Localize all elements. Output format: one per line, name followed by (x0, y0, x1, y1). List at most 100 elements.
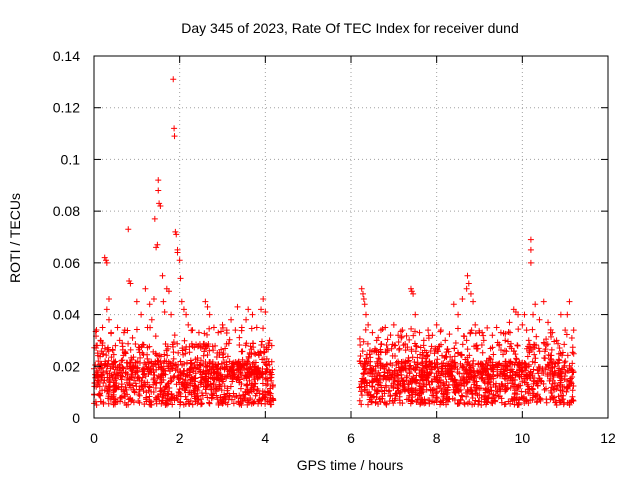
data-point (442, 362, 449, 369)
data-point (461, 333, 468, 340)
data-point (358, 401, 365, 408)
data-point (441, 382, 448, 389)
data-point (360, 370, 367, 377)
data-point (377, 346, 384, 353)
data-point (136, 386, 143, 393)
data-point (126, 375, 133, 382)
data-point (527, 246, 534, 253)
data-point (381, 387, 388, 394)
data-point (240, 393, 247, 400)
data-point (146, 301, 153, 308)
data-point (111, 399, 118, 406)
data-point (541, 348, 548, 355)
data-point (238, 380, 245, 387)
data-point (470, 375, 477, 382)
data-point (427, 348, 434, 355)
data-point (527, 259, 534, 266)
data-point (408, 325, 415, 332)
data-point (384, 370, 391, 377)
data-point (479, 349, 486, 356)
data-point (557, 382, 564, 389)
data-point (108, 372, 115, 379)
data-point (470, 298, 477, 305)
data-point (253, 324, 260, 331)
data-point (98, 348, 105, 355)
data-point (494, 361, 501, 368)
data-point (227, 383, 234, 390)
data-point (530, 394, 537, 401)
data-point (125, 226, 132, 233)
data-point (369, 329, 376, 336)
data-point (448, 375, 455, 382)
data-point (154, 241, 161, 248)
data-point (391, 368, 398, 375)
x-tick-label: 2 (176, 430, 184, 446)
data-point (562, 327, 569, 334)
data-point (177, 393, 184, 400)
data-point (556, 397, 563, 404)
data-point (514, 391, 521, 398)
data-point (170, 76, 177, 83)
data-point (362, 326, 369, 333)
data-point (237, 385, 244, 392)
data-point (503, 348, 510, 355)
data-point (146, 401, 153, 408)
data-point (159, 272, 166, 279)
data-point (568, 366, 575, 373)
data-point (464, 379, 471, 386)
data-point (419, 355, 426, 362)
data-point (199, 392, 206, 399)
data-point (370, 377, 377, 384)
data-point (103, 259, 110, 266)
data-point (220, 354, 227, 361)
data-point (383, 401, 390, 408)
data-point (570, 327, 577, 334)
data-point (170, 394, 177, 401)
data-point (438, 341, 445, 348)
data-point (523, 379, 530, 386)
data-point (164, 380, 171, 387)
data-point (135, 374, 142, 381)
data-point (367, 354, 374, 361)
data-point (551, 338, 558, 345)
data-point (457, 351, 464, 358)
data-point (171, 133, 178, 140)
data-point (117, 394, 124, 401)
data-point (418, 373, 425, 380)
data-point (493, 324, 500, 331)
data-point (568, 334, 575, 341)
data-point (541, 354, 548, 361)
data-point (512, 351, 519, 358)
data-point (112, 342, 119, 349)
y-tick-label: 0.1 (61, 151, 81, 167)
data-point (416, 329, 423, 336)
data-point (463, 379, 470, 386)
data-point (459, 296, 466, 303)
data-point (197, 401, 204, 408)
data-point (489, 359, 496, 366)
data-point (215, 329, 222, 336)
data-point (222, 394, 229, 401)
data-point (414, 354, 421, 361)
data-point (259, 394, 266, 401)
data-point (400, 383, 407, 390)
data-point (102, 358, 109, 365)
data-point (395, 339, 402, 346)
data-point (385, 388, 392, 395)
data-point (505, 329, 512, 336)
data-point (553, 399, 560, 406)
data-point (412, 342, 419, 349)
data-point (205, 368, 212, 375)
data-point (512, 381, 519, 388)
data-point (540, 298, 547, 305)
data-point (411, 328, 418, 335)
data-point (413, 399, 420, 406)
data-point (513, 356, 520, 363)
data-point (526, 390, 533, 397)
x-tick-label: 12 (600, 430, 616, 446)
data-point (375, 334, 382, 341)
data-point (477, 360, 484, 367)
data-point (123, 359, 130, 366)
data-point (373, 337, 380, 344)
data-point (258, 341, 265, 348)
